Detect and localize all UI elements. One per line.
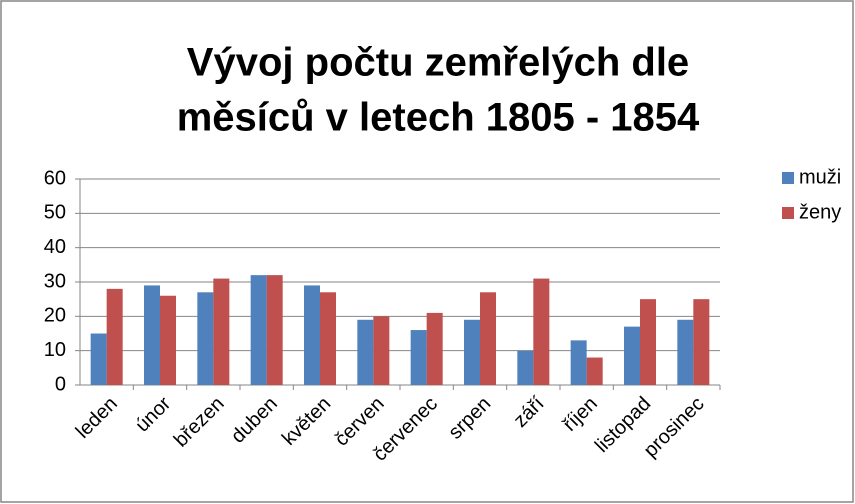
bar [586,357,603,385]
bar [426,312,443,385]
y-tick-label: 10 [44,339,66,361]
y-tick-label: 0 [55,373,66,395]
legend-label: muži [799,166,841,188]
bar [640,299,656,385]
bar [693,299,710,385]
bar [160,295,176,385]
bar [144,285,160,385]
bar [517,350,534,385]
bar [480,292,496,385]
chart-title: Vývoj počtu zemřelých dle [187,41,689,85]
bar [250,275,267,385]
bar [677,319,694,385]
bar [464,319,480,385]
legend-swatch [782,172,794,184]
bar [570,340,587,385]
bar [533,278,550,385]
bar [106,288,123,385]
bar [304,285,320,385]
bar [624,326,640,385]
y-tick-label: 60 [44,167,66,189]
y-tick-label: 40 [44,236,66,258]
bar [357,319,374,385]
bar [213,278,230,385]
legend-label: ženy [799,201,841,223]
y-tick-label: 50 [44,202,66,224]
legend-swatch [782,207,794,219]
y-tick-label: 30 [44,270,66,292]
chart-title: měsíců v letech 1805 - 1854 [177,96,700,140]
y-tick-label: 20 [44,305,66,327]
bar [266,275,283,385]
bar [90,333,107,385]
bar [197,292,214,385]
bar [320,292,336,385]
bar [373,316,390,385]
bar [410,330,427,385]
